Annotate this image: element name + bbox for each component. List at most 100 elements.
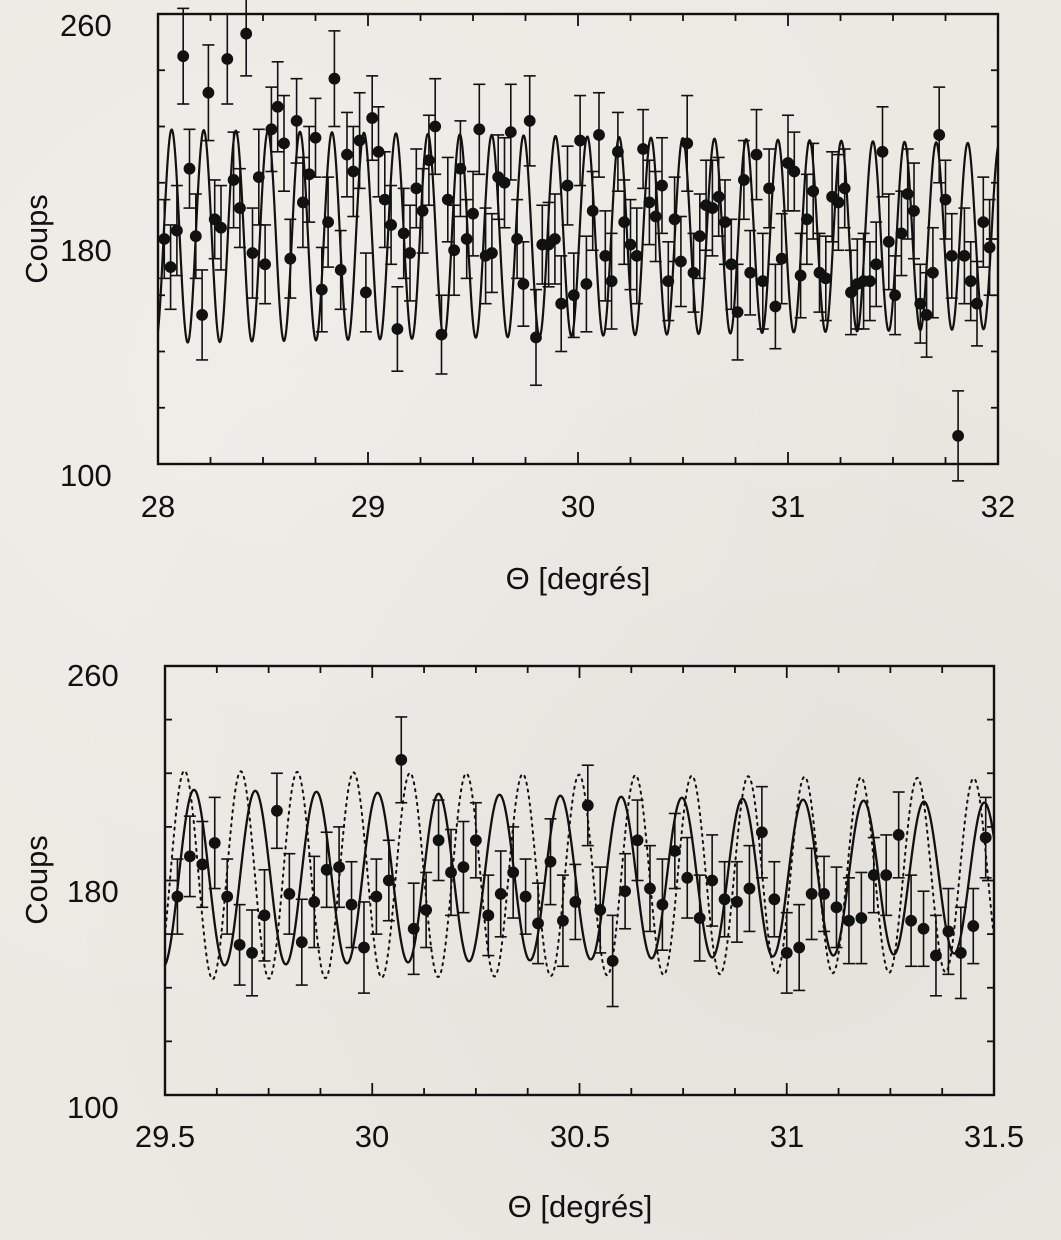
x-tick-label-bottom-31.5: 31.5 — [964, 1119, 1024, 1154]
plot-frame-top — [156, 12, 1000, 466]
bottom-series-point — [233, 938, 246, 951]
top-series-point — [845, 286, 857, 299]
bottom-series-point — [420, 904, 433, 916]
top-series-point — [832, 196, 845, 209]
bottom-series-point — [196, 858, 209, 871]
bottom-series-point — [258, 909, 271, 922]
bottom-series-point — [942, 925, 955, 938]
top-series-point — [196, 309, 209, 321]
top-series-point — [712, 190, 725, 203]
top-series-point — [328, 72, 341, 85]
y-axis-label-bottom: Coups — [19, 835, 54, 925]
bottom-series-point — [308, 896, 321, 908]
y-tick-label-top-180: 180 — [60, 233, 112, 268]
bottom-series-point — [544, 855, 557, 868]
top-series-point — [675, 255, 687, 268]
y-tick-label-top-260: 260 — [60, 8, 112, 43]
top-series-point — [750, 148, 763, 161]
bottom-series-point — [457, 861, 470, 873]
top-series-point — [290, 114, 303, 127]
y-tick-label-bottom-180: 180 — [67, 874, 119, 909]
bottom-series-point — [395, 753, 408, 766]
top-series-point — [819, 272, 832, 285]
top-series-point — [454, 162, 467, 175]
top-series-point — [637, 143, 649, 155]
top-series-point — [624, 238, 637, 251]
top-series-point — [416, 204, 429, 217]
bottom-series-point — [494, 888, 507, 900]
top-series-point — [441, 193, 454, 206]
top-series-point — [322, 216, 335, 229]
top-series-point — [920, 309, 933, 321]
bottom-series-point — [755, 826, 768, 839]
bottom-series-point — [445, 866, 457, 879]
axis-ticks-top — [157, 13, 999, 465]
top-series-point — [297, 196, 309, 209]
bottom-series-point — [581, 799, 594, 812]
bottom-series-point — [519, 890, 532, 903]
top-series-point — [964, 275, 977, 288]
bottom-series-point — [718, 893, 731, 906]
top-series-point — [366, 112, 379, 124]
top-series-point — [794, 269, 807, 282]
bottom-series-point — [880, 869, 893, 882]
top-series-point — [580, 278, 593, 290]
top-series-point — [618, 216, 631, 229]
top-series-point — [171, 224, 183, 237]
top-series-point — [933, 129, 946, 141]
x-axis-label-bottom: Θ [degrés] — [508, 1189, 653, 1224]
top-series-point — [410, 182, 423, 195]
bottom-series-point — [382, 874, 395, 887]
top-series-point — [460, 233, 473, 245]
top-series-point — [448, 244, 461, 257]
top-series-point — [404, 247, 416, 259]
bottom-series-point — [954, 946, 967, 959]
top-series-point — [183, 162, 196, 175]
top-series-point — [523, 114, 536, 127]
bottom-series-point — [681, 871, 694, 884]
top-series-point — [612, 145, 624, 158]
bottom-series-point — [867, 869, 880, 882]
top-series-point — [164, 261, 177, 274]
top-series-point — [360, 286, 372, 299]
top-series-point — [208, 213, 221, 226]
top-series-point — [599, 249, 612, 262]
top-series-point — [687, 266, 700, 279]
x-tick-label-top-32: 32 — [981, 489, 1015, 524]
top-series-point — [189, 230, 202, 243]
bottom-series-point — [693, 912, 706, 924]
bottom-series-point — [532, 917, 544, 930]
bottom-series-point — [271, 804, 283, 817]
bottom-series-point — [930, 949, 942, 962]
top-series-point — [782, 157, 794, 169]
top-series-point — [315, 283, 328, 296]
bottom-series-point — [221, 890, 234, 903]
top-series-point — [889, 289, 901, 302]
top-series-point — [391, 323, 404, 335]
bottom-series-point — [780, 946, 793, 959]
top-series-point — [971, 297, 983, 310]
top-series-point — [914, 297, 927, 310]
bottom-series-point — [967, 920, 980, 932]
bottom-series-point — [557, 914, 569, 927]
top-series-point — [341, 148, 353, 161]
top-series-point — [731, 306, 744, 319]
top-series-point — [952, 429, 964, 442]
top-series-point — [567, 289, 580, 302]
x-tick-label-bottom-30.5: 30.5 — [550, 1119, 610, 1154]
top-series-point — [252, 171, 265, 184]
top-series-point — [605, 275, 618, 288]
x-tick-label-top-31: 31 — [771, 489, 805, 524]
top-series-point — [927, 266, 939, 279]
bottom-series-point — [805, 888, 818, 900]
top-series-point — [227, 174, 240, 186]
bottom-series-point — [295, 936, 308, 949]
top-series-point — [177, 50, 190, 63]
bottom-series-point — [183, 850, 196, 863]
bottom-series-point — [706, 874, 719, 887]
top-series-point — [378, 193, 391, 206]
bottom-series-point — [731, 896, 743, 908]
bottom-series-point — [246, 946, 258, 959]
top-series-point — [876, 145, 889, 158]
